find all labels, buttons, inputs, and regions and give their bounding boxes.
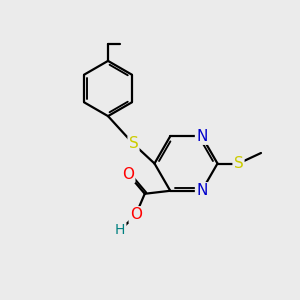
Text: O: O xyxy=(130,207,142,222)
Text: S: S xyxy=(234,156,243,171)
Text: O: O xyxy=(122,167,134,182)
Text: N: N xyxy=(196,183,207,198)
Text: H: H xyxy=(115,224,125,237)
Text: S: S xyxy=(129,136,138,152)
Text: N: N xyxy=(196,129,207,144)
